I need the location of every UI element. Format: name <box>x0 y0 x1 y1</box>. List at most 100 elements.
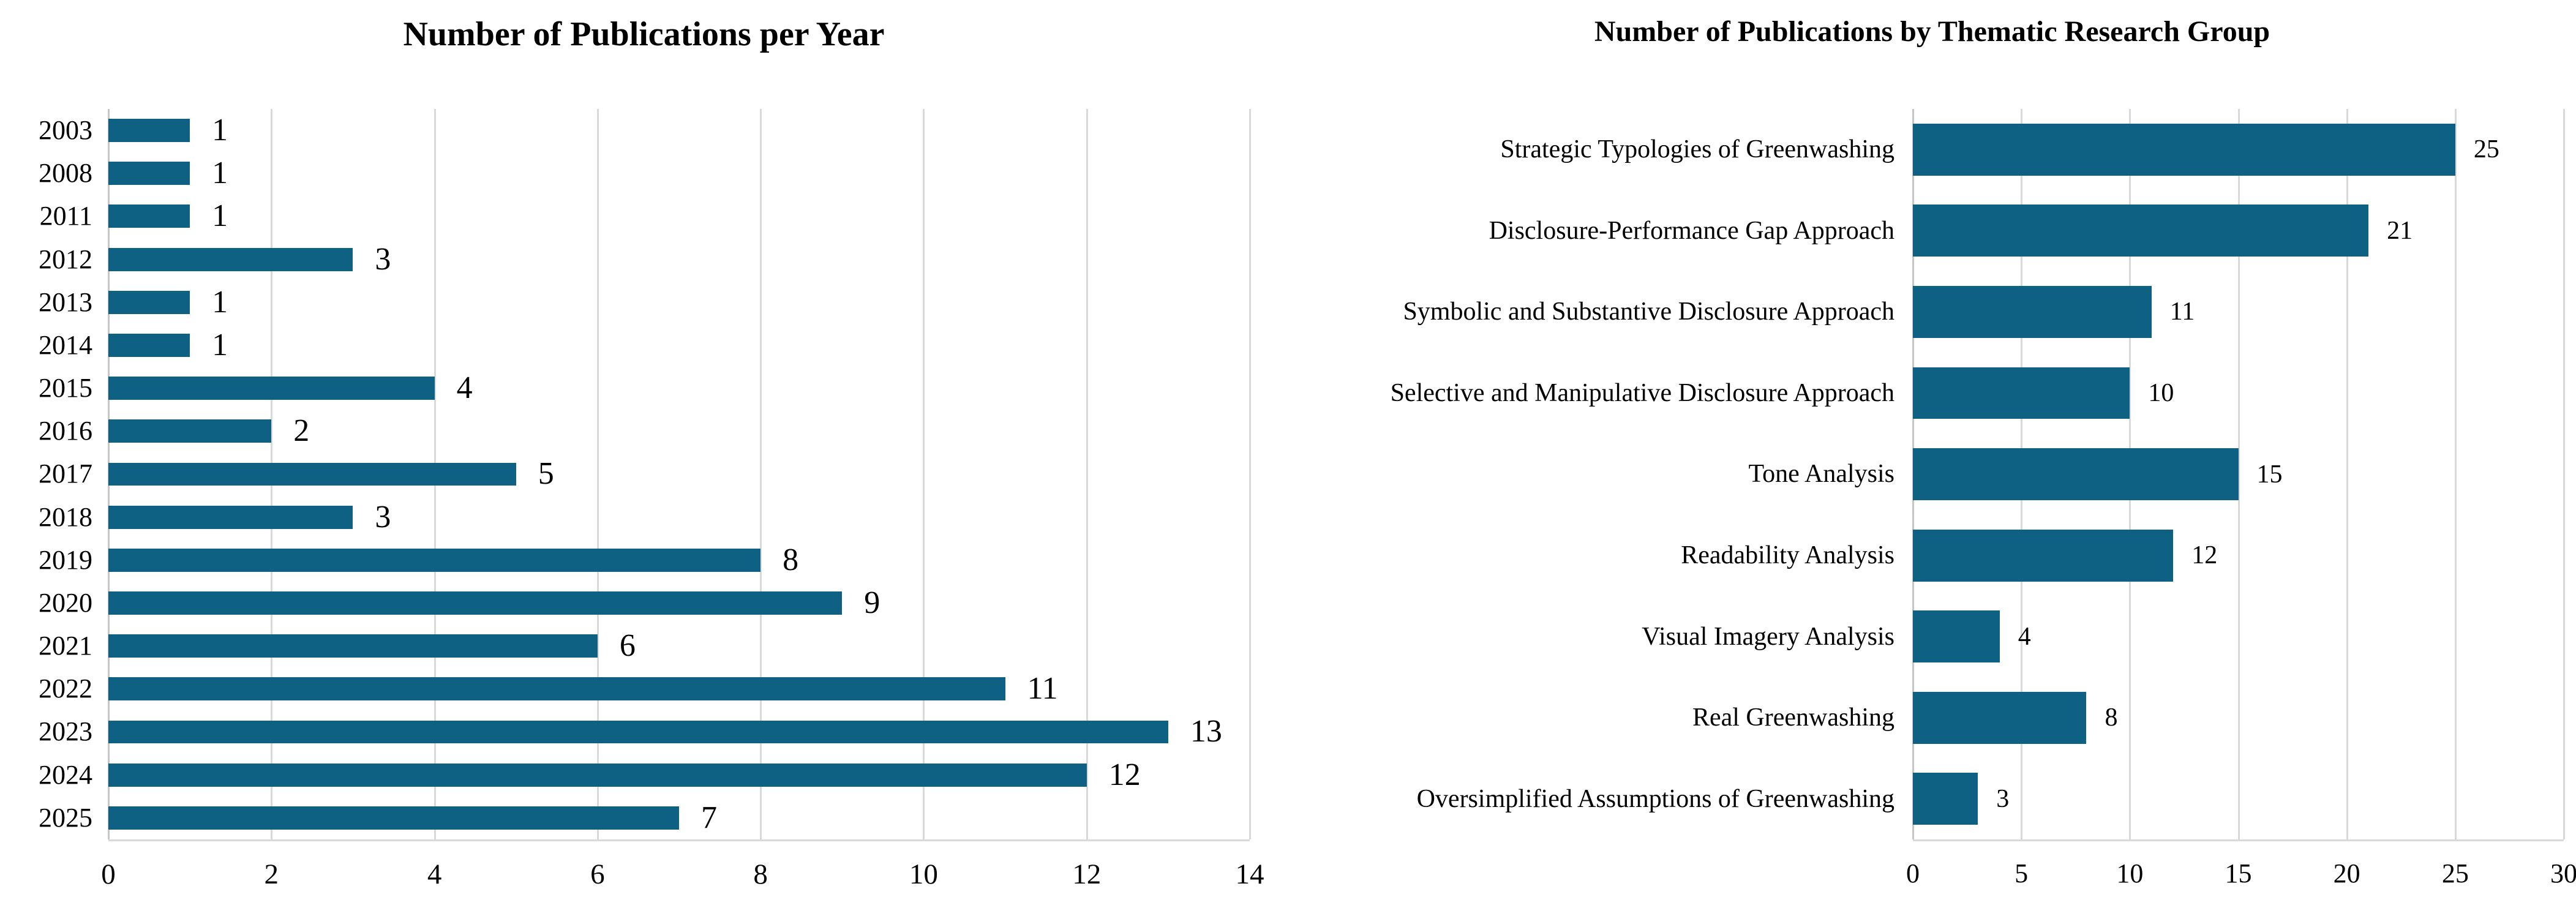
bar-row: 5 <box>108 452 1250 495</box>
bar-row: 1 <box>108 281 1250 324</box>
category-label: 2015 <box>39 373 92 403</box>
bar-row: 11 <box>108 667 1250 710</box>
category-label: 2021 <box>39 631 92 661</box>
bar-row: 12 <box>1913 515 2564 596</box>
category-label: 2003 <box>39 114 92 145</box>
bar-row: 3 <box>108 238 1250 281</box>
value-label: 12 <box>1108 757 1141 792</box>
bar-row: 1 <box>108 195 1250 238</box>
category-label: 2011 <box>39 201 92 231</box>
x-tick-label: 2 <box>264 858 279 890</box>
value-label: 21 <box>2387 216 2413 245</box>
bar-row: 1 <box>108 324 1250 367</box>
bar-row: 10 <box>1913 353 2564 434</box>
category-label: 2020 <box>39 587 92 618</box>
x-tick-label: 6 <box>590 858 605 890</box>
bar <box>1913 448 2239 500</box>
bar-row: 21 <box>1913 190 2564 272</box>
bar-row: 1 <box>108 152 1250 195</box>
category-label: 2016 <box>39 416 92 446</box>
bar-row: 4 <box>108 367 1250 410</box>
gridline <box>1086 109 1088 839</box>
bar-rows: 25 21 11 10 15 12 4 8 3 <box>1913 109 2564 839</box>
x-tick-label: 15 <box>2225 858 2252 888</box>
value-label: 6 <box>619 628 636 664</box>
bar-row: 2 <box>108 410 1250 452</box>
category-label: 2019 <box>39 544 92 575</box>
chart-body: Strategic Typologies of Greenwashing Disc… <box>1288 109 2576 887</box>
bar <box>108 591 843 615</box>
bar-row: 6 <box>108 625 1250 667</box>
bar-row: 12 <box>108 754 1250 797</box>
value-label: 11 <box>1027 671 1058 707</box>
bar <box>108 334 190 357</box>
bar <box>108 377 435 400</box>
gridline <box>760 109 762 839</box>
gridline <box>2346 109 2348 839</box>
value-label: 4 <box>2018 622 2031 651</box>
value-label: 5 <box>538 456 554 492</box>
category-label: Strategic Typologies of Greenwashing <box>1500 135 1894 164</box>
x-tick-label: 4 <box>427 858 442 890</box>
bar-row: 3 <box>108 496 1250 539</box>
bar <box>1913 610 2000 663</box>
gridline <box>2563 109 2565 839</box>
value-label: 13 <box>1190 714 1222 749</box>
bar <box>108 204 190 228</box>
gridline <box>596 109 599 839</box>
category-label: 2008 <box>39 158 92 189</box>
x-tick-label: 12 <box>1072 858 1102 890</box>
value-label: 10 <box>2148 378 2174 407</box>
chart-title: Number of Publications per Year <box>403 15 885 53</box>
bar <box>108 505 353 529</box>
x-tick-label: 25 <box>2441 858 2469 888</box>
y-axis-category-labels: Strategic Typologies of Greenwashing Disc… <box>1288 109 1913 839</box>
bar-row: 15 <box>1913 433 2564 515</box>
x-tick-label: 5 <box>2015 858 2029 888</box>
bar <box>108 677 1005 701</box>
value-label: 1 <box>212 156 228 191</box>
category-label: Readability Analysis <box>1681 541 1894 570</box>
bar <box>1913 204 2369 257</box>
bar <box>108 247 353 271</box>
publications-by-thematic-group-chart: Number of Publications by Thematic Resea… <box>1288 0 2576 908</box>
category-label: Disclosure-Performance Gap Approach <box>1489 216 1894 245</box>
chart-body: 2003 2008 2011 2012 2013 2014 2015 2016 2017 2018… <box>0 109 1288 889</box>
gridline <box>923 109 925 839</box>
x-tick-label: 8 <box>753 858 768 890</box>
category-label: 2014 <box>39 329 92 360</box>
x-tick-label: 0 <box>1906 858 1920 888</box>
plot-area: 0 2 4 6 8 10 12 14 1 1 1 3 1 1 4 2 5 3 8 9 6 11 13 12 7 <box>101 109 1264 889</box>
value-label: 2 <box>293 413 310 449</box>
x-tick-label: 20 <box>2333 858 2360 888</box>
bar <box>108 119 190 143</box>
bar-row: 8 <box>1913 677 2564 759</box>
value-label: 25 <box>2473 135 2499 164</box>
bar <box>1913 529 2174 582</box>
x-tick-label: 30 <box>2550 858 2576 888</box>
value-label: 8 <box>783 542 799 577</box>
chart-title: Number of Publications by Thematic Resea… <box>1594 15 2270 48</box>
bar <box>108 462 516 486</box>
bar-rows: 1 1 1 3 1 1 4 2 5 3 8 9 6 11 13 12 7 <box>108 109 1250 839</box>
category-label: 2022 <box>39 673 92 704</box>
category-label: 2023 <box>39 716 92 747</box>
category-label: Symbolic and Substantive Disclosure Appr… <box>1403 298 1894 326</box>
x-tick-label: 14 <box>1235 858 1264 890</box>
plot-area: 0 5 10 15 20 25 30 25 21 11 10 15 12 4 8 3 <box>1906 109 2576 887</box>
value-label: 1 <box>212 327 228 362</box>
category-label: Tone Analysis <box>1748 460 1894 489</box>
value-label: 3 <box>375 499 391 535</box>
category-label: Oversimplified Assumptions of Greenwashi… <box>1416 784 1894 813</box>
x-tick-label: 10 <box>2116 858 2144 888</box>
bar <box>108 162 190 186</box>
bar <box>1913 367 2130 419</box>
value-label: 1 <box>212 198 228 234</box>
gridline <box>1249 109 1251 839</box>
category-label: 2018 <box>39 501 92 532</box>
value-label: 4 <box>456 370 473 406</box>
value-label: 9 <box>864 585 881 620</box>
bar-row: 7 <box>108 797 1250 839</box>
value-label: 12 <box>2191 541 2218 570</box>
